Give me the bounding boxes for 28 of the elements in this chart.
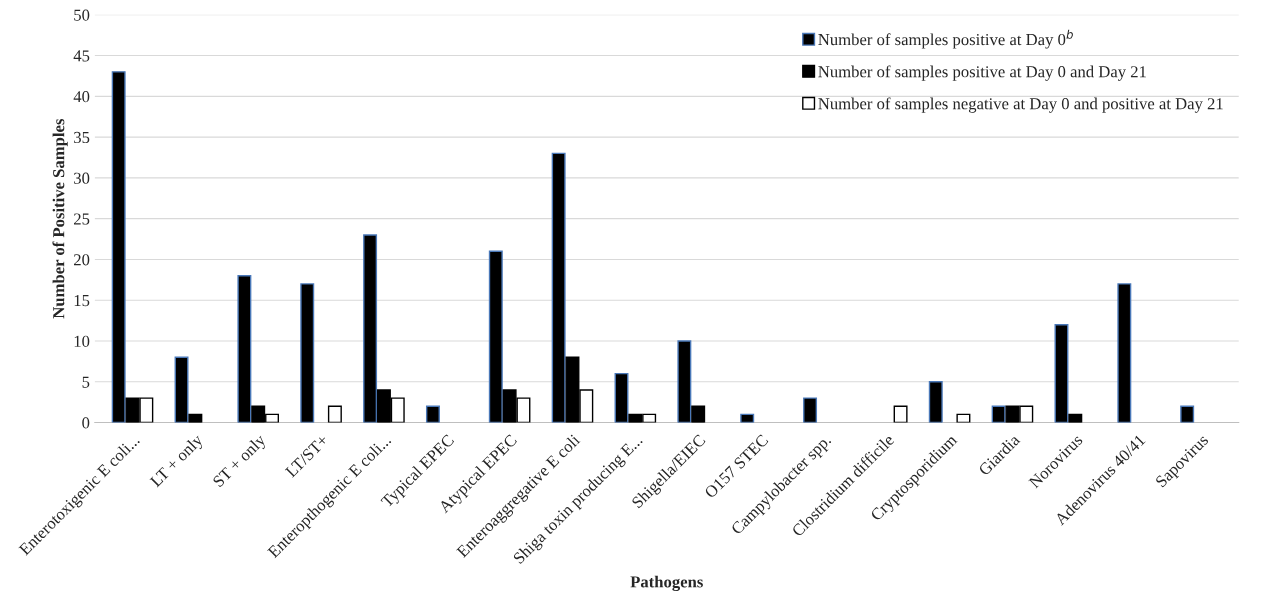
y-tick-label: 35 xyxy=(74,131,90,144)
bar xyxy=(928,381,943,423)
y-tick-label: 20 xyxy=(74,254,90,266)
y-tick-label: 15 xyxy=(74,295,90,307)
y-tick-label: 40 xyxy=(73,91,90,103)
bar xyxy=(425,405,440,423)
bar xyxy=(803,397,818,423)
legend-label: Number of samples negative at Day 0 and positive at Day 21 xyxy=(818,97,1223,113)
legend-label: Number of samples positive at Day 0$^{b}$ xyxy=(818,29,1073,49)
bar xyxy=(300,283,315,423)
y-axis-title: Number of Positive Samples xyxy=(52,119,68,319)
y-tick-label: 5 xyxy=(82,376,90,388)
bar xyxy=(327,405,342,423)
y-tick-label: 0 xyxy=(82,417,90,429)
y-tick-label: 10 xyxy=(74,335,90,347)
bar xyxy=(893,405,908,423)
bar xyxy=(956,413,971,423)
y-tick-label: 25 xyxy=(74,213,90,225)
x-axis-title: Pathogens xyxy=(630,575,703,591)
y-tick-label: 45 xyxy=(73,50,90,62)
y-tick-label: 30 xyxy=(74,172,90,184)
bar xyxy=(740,413,755,423)
x-tick-label: ST + only xyxy=(211,433,269,490)
legend-label: Number of samples positive at Day 0 and Day 21 xyxy=(818,65,1146,81)
bar xyxy=(1117,283,1132,423)
x-tick-label: LT + only xyxy=(149,433,207,490)
bar xyxy=(1180,405,1195,423)
y-tick-label: 50 xyxy=(74,9,90,21)
